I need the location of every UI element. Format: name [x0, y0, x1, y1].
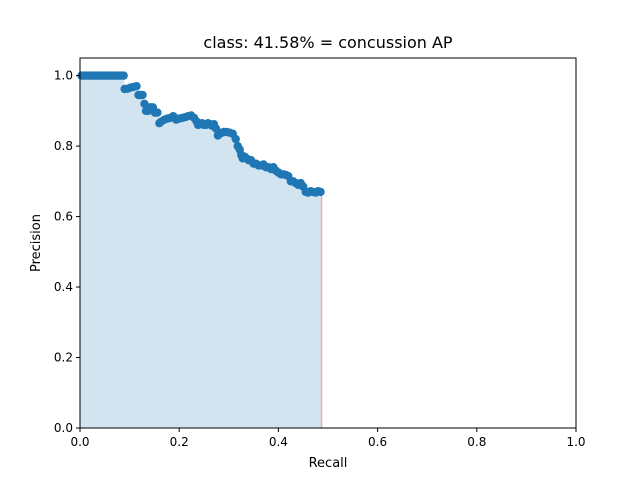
y-tick-label: 1.0	[54, 69, 73, 83]
x-tick-label: 0.0	[70, 435, 89, 449]
y-tick-label: 0.8	[54, 139, 73, 153]
data-point	[119, 71, 128, 80]
data-point	[231, 134, 240, 144]
x-tick-label: 1.0	[566, 435, 585, 449]
chart-title: class: 41.58% = concussion AP	[203, 33, 453, 52]
axes-frame	[79, 57, 577, 429]
data-point	[138, 90, 147, 100]
y-tick-label: 0.0	[54, 421, 73, 435]
y-tick-label: 0.6	[54, 210, 73, 224]
y-tick-label: 0.2	[54, 351, 73, 365]
plot-area	[77, 71, 325, 428]
x-tick-label: 0.8	[467, 435, 486, 449]
x-tick-label: 0.6	[368, 435, 387, 449]
x-axis: 0.0 0.2 0.4 0.6 0.8 1.0	[70, 428, 586, 449]
y-axis-label: Precision	[29, 214, 44, 272]
x-tick-label: 0.4	[269, 435, 288, 449]
y-tick-label: 0.4	[54, 280, 73, 294]
x-axis-label: Recall	[309, 456, 348, 471]
data-point	[132, 81, 141, 91]
y-axis: 0.0 0.2 0.4 0.6 0.8 1.0	[54, 69, 80, 435]
data-point	[316, 187, 325, 197]
x-tick-label: 0.2	[170, 435, 189, 449]
area-under-curve	[80, 75, 322, 428]
data-point	[153, 108, 162, 117]
